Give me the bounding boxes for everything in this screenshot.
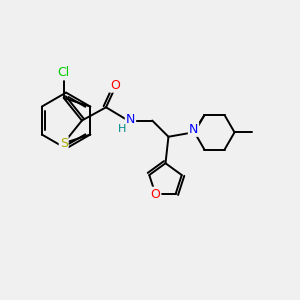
Text: N: N bbox=[189, 123, 198, 136]
Text: H: H bbox=[117, 124, 126, 134]
Text: N: N bbox=[126, 112, 135, 126]
Text: S: S bbox=[60, 137, 68, 150]
Text: Cl: Cl bbox=[58, 66, 70, 80]
Text: O: O bbox=[151, 188, 160, 201]
Text: O: O bbox=[110, 79, 120, 92]
